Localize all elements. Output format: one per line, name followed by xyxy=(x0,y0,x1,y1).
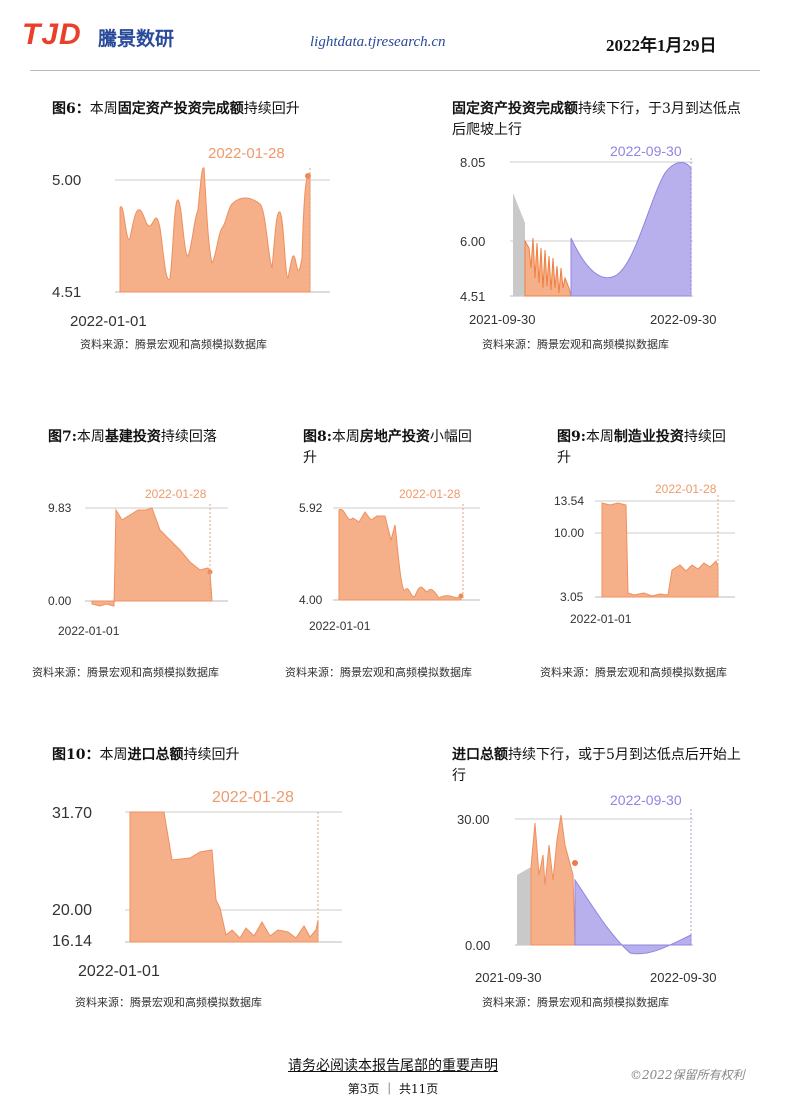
fig7-end-label: 2022-01-28 xyxy=(145,487,207,501)
fig10-ytick-top: 31.70 xyxy=(52,805,92,822)
fig6-end-label: 2022-01-28 xyxy=(208,145,285,162)
footer-notice[interactable]: 请务必阅读本报告尾部的重要声明 xyxy=(288,1058,498,1074)
chart-fig10b: 2022-09-30 30.00 0.00 2021-09-30 2022-09… xyxy=(457,792,717,985)
fig8-ytick-bottom: 4.00 xyxy=(299,593,323,607)
fig8-ytick-top: 5.92 xyxy=(299,501,323,515)
caption-fig8: 图8:本周房地产投资小幅回升 xyxy=(303,429,472,466)
fig10b-xend: 2022-09-30 xyxy=(650,970,717,985)
chart-fig6b: 2022-09-30 8.05 6.00 4.51 2021-09-30 202… xyxy=(460,143,717,327)
source-fig8: 资料来源：腾景宏观和高频模拟数据库 xyxy=(285,666,472,679)
footer-copyright: ©2022保留所有权利 xyxy=(630,1068,745,1082)
site-link[interactable]: lightdata.tjresearch.cn xyxy=(310,34,446,50)
source-fig9: 资料来源：腾景宏观和高频模拟数据库 xyxy=(540,666,727,679)
chart-fig6: 2022-01-28 5.00 4.51 2022-01-01 xyxy=(52,145,330,330)
fig7-xlabel: 2022-01-01 xyxy=(58,624,120,638)
fig9-end-label: 2022-01-28 xyxy=(655,482,717,496)
source-fig7: 资料来源：腾景宏观和高频模拟数据库 xyxy=(32,666,219,679)
report-date: 2022年1月29日 xyxy=(606,36,717,55)
chart-fig9: 2022-01-28 13.54 10.00 3.05 2022-01-01 xyxy=(554,482,735,626)
caption-fig7: 图7:本周基建投资持续回落 xyxy=(48,429,217,445)
footer-page-number: 第3页 ｜ 共11页 xyxy=(347,1082,439,1096)
fig6b-ytick-bottom: 4.51 xyxy=(460,289,485,304)
fig6b-xend: 2022-09-30 xyxy=(650,312,717,327)
caption-fig6: 图6：本周固定资产投资完成额持续回升 xyxy=(52,101,300,117)
fig10b-ytick-top: 30.00 xyxy=(457,812,490,827)
source-fig6: 资料来源：腾景宏观和高频模拟数据库 xyxy=(80,338,267,351)
fig6-ytick-top: 5.00 xyxy=(52,172,81,189)
source-fig10b: 资料来源：腾景宏观和高频模拟数据库 xyxy=(482,996,669,1009)
source-fig6b: 资料来源：腾景宏观和高频模拟数据库 xyxy=(482,338,669,351)
fig10-ytick-bottom: 16.14 xyxy=(52,933,92,950)
fig9-ytick-mid: 10.00 xyxy=(554,526,584,540)
fig6b-ytick-top: 8.05 xyxy=(460,155,485,170)
logo-chinese-name: 騰景数研 xyxy=(98,28,175,50)
fig6b-end-label: 2022-09-30 xyxy=(610,143,682,159)
chart-fig10: 2022-01-28 31.70 20.00 16.14 2022-01-01 xyxy=(52,789,342,980)
chart-fig7: 2022-01-28 9.83 0.00 2022-01-01 xyxy=(48,487,228,638)
fig10-xlabel: 2022-01-01 xyxy=(78,963,160,980)
caption-fig6b: 固定资产投资完成额持续下行，于3月到达低点后爬坡上行 xyxy=(452,101,741,138)
fig6b-ytick-mid: 6.00 xyxy=(460,234,485,249)
fig8-xlabel: 2022-01-01 xyxy=(309,619,371,633)
fig6-ytick-bottom: 4.51 xyxy=(52,284,81,301)
tjd-logo: TJD xyxy=(22,18,82,51)
fig10b-end-label: 2022-09-30 xyxy=(610,792,682,808)
caption-fig10: 图10：本周进口总额持续回升 xyxy=(52,747,240,763)
fig9-ytick-bottom: 3.05 xyxy=(560,590,584,604)
fig10b-xstart: 2021-09-30 xyxy=(475,970,542,985)
source-fig10: 资料来源：腾景宏观和高频模拟数据库 xyxy=(75,996,262,1009)
header-divider xyxy=(30,70,760,71)
fig9-xlabel: 2022-01-01 xyxy=(570,612,632,626)
fig9-ytick-top: 13.54 xyxy=(554,494,584,508)
caption-fig10b: 进口总额持续下行，或于5月到达低点后开始上行 xyxy=(452,747,741,784)
fig10-ytick-mid: 20.00 xyxy=(52,902,92,919)
fig10b-ytick-bottom: 0.00 xyxy=(465,938,490,953)
chart-fig8: 2022-01-28 5.92 4.00 2022-01-01 xyxy=(299,487,480,633)
fig7-ytick-bottom: 0.00 xyxy=(48,594,72,608)
caption-fig9: 图9:本周制造业投资持续回升 xyxy=(557,429,726,466)
fig7-ytick-top: 9.83 xyxy=(48,501,72,515)
fig10-end-label: 2022-01-28 xyxy=(212,789,294,806)
fig6-xlabel: 2022-01-01 xyxy=(70,313,147,330)
fig8-end-label: 2022-01-28 xyxy=(399,487,461,501)
fig6b-xstart: 2021-09-30 xyxy=(469,312,536,327)
